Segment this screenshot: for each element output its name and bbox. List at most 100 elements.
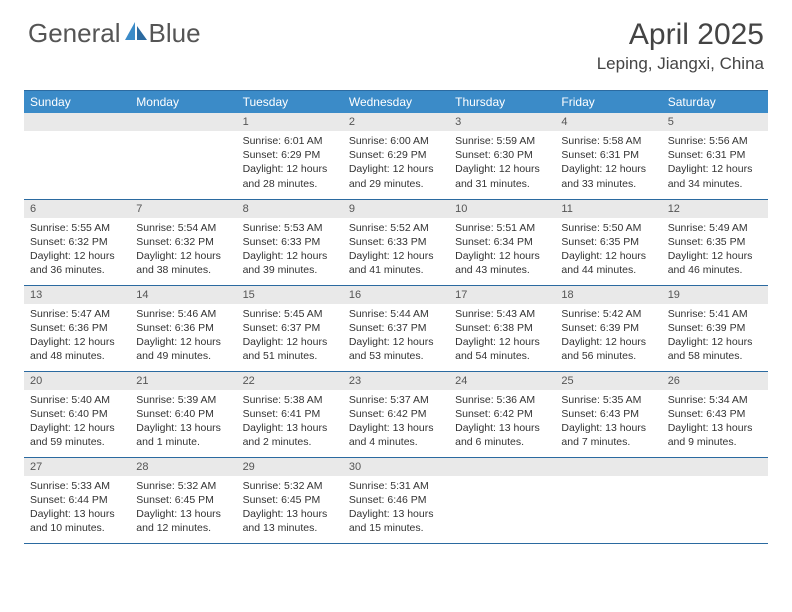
day-details: Sunrise: 5:33 AMSunset: 6:44 PMDaylight:… [24, 476, 130, 540]
weekday-row: SundayMondayTuesdayWednesdayThursdayFrid… [24, 91, 768, 114]
calendar-day-cell: 24Sunrise: 5:36 AMSunset: 6:42 PMDayligh… [449, 371, 555, 457]
day-number: 17 [449, 286, 555, 304]
calendar-day-cell [555, 457, 661, 543]
day-number: 2 [343, 113, 449, 131]
calendar-day-cell: 12Sunrise: 5:49 AMSunset: 6:35 PMDayligh… [662, 199, 768, 285]
day-details: Sunrise: 5:43 AMSunset: 6:38 PMDaylight:… [449, 304, 555, 368]
day-number: 19 [662, 286, 768, 304]
day-details: Sunrise: 5:37 AMSunset: 6:42 PMDaylight:… [343, 390, 449, 454]
day-details: Sunrise: 5:39 AMSunset: 6:40 PMDaylight:… [130, 390, 236, 454]
calendar-table: SundayMondayTuesdayWednesdayThursdayFrid… [24, 90, 768, 544]
weekday-header: Saturday [662, 91, 768, 114]
day-details: Sunrise: 5:51 AMSunset: 6:34 PMDaylight:… [449, 218, 555, 282]
day-number: 27 [24, 458, 130, 476]
day-details: Sunrise: 5:55 AMSunset: 6:32 PMDaylight:… [24, 218, 130, 282]
day-details: Sunrise: 5:56 AMSunset: 6:31 PMDaylight:… [662, 131, 768, 195]
weekday-header: Friday [555, 91, 661, 114]
day-number: 6 [24, 200, 130, 218]
day-details: Sunrise: 6:01 AMSunset: 6:29 PMDaylight:… [237, 131, 343, 195]
day-number: 9 [343, 200, 449, 218]
calendar-day-cell: 30Sunrise: 5:31 AMSunset: 6:46 PMDayligh… [343, 457, 449, 543]
day-number: 1 [237, 113, 343, 131]
calendar-week-row: 27Sunrise: 5:33 AMSunset: 6:44 PMDayligh… [24, 457, 768, 543]
calendar-day-cell [130, 113, 236, 199]
calendar-day-cell: 8Sunrise: 5:53 AMSunset: 6:33 PMDaylight… [237, 199, 343, 285]
day-details: Sunrise: 5:44 AMSunset: 6:37 PMDaylight:… [343, 304, 449, 368]
calendar-day-cell: 21Sunrise: 5:39 AMSunset: 6:40 PMDayligh… [130, 371, 236, 457]
calendar-week-row: 13Sunrise: 5:47 AMSunset: 6:36 PMDayligh… [24, 285, 768, 371]
day-details: Sunrise: 5:45 AMSunset: 6:37 PMDaylight:… [237, 304, 343, 368]
day-details: Sunrise: 5:32 AMSunset: 6:45 PMDaylight:… [130, 476, 236, 540]
day-details: Sunrise: 5:50 AMSunset: 6:35 PMDaylight:… [555, 218, 661, 282]
calendar-day-cell: 13Sunrise: 5:47 AMSunset: 6:36 PMDayligh… [24, 285, 130, 371]
calendar-day-cell [662, 457, 768, 543]
calendar-day-cell: 5Sunrise: 5:56 AMSunset: 6:31 PMDaylight… [662, 113, 768, 199]
day-number: 15 [237, 286, 343, 304]
calendar-day-cell: 11Sunrise: 5:50 AMSunset: 6:35 PMDayligh… [555, 199, 661, 285]
day-details: Sunrise: 5:32 AMSunset: 6:45 PMDaylight:… [237, 476, 343, 540]
day-number: 24 [449, 372, 555, 390]
weekday-header: Thursday [449, 91, 555, 114]
day-number-empty [555, 458, 661, 476]
day-details: Sunrise: 5:36 AMSunset: 6:42 PMDaylight:… [449, 390, 555, 454]
brand-part1: General [28, 18, 121, 49]
day-details: Sunrise: 5:40 AMSunset: 6:40 PMDaylight:… [24, 390, 130, 454]
day-number: 13 [24, 286, 130, 304]
day-details: Sunrise: 5:46 AMSunset: 6:36 PMDaylight:… [130, 304, 236, 368]
day-number: 12 [662, 200, 768, 218]
page-header: General Blue April 2025 Leping, Jiangxi,… [0, 0, 792, 82]
day-number: 16 [343, 286, 449, 304]
brand-sail-icon [123, 18, 149, 49]
day-number-empty [130, 113, 236, 131]
day-number-empty [449, 458, 555, 476]
calendar-day-cell: 27Sunrise: 5:33 AMSunset: 6:44 PMDayligh… [24, 457, 130, 543]
calendar-day-cell: 23Sunrise: 5:37 AMSunset: 6:42 PMDayligh… [343, 371, 449, 457]
day-number: 18 [555, 286, 661, 304]
calendar-body: 1Sunrise: 6:01 AMSunset: 6:29 PMDaylight… [24, 113, 768, 543]
day-number: 11 [555, 200, 661, 218]
calendar-day-cell: 16Sunrise: 5:44 AMSunset: 6:37 PMDayligh… [343, 285, 449, 371]
day-details: Sunrise: 5:31 AMSunset: 6:46 PMDaylight:… [343, 476, 449, 540]
calendar-head: SundayMondayTuesdayWednesdayThursdayFrid… [24, 91, 768, 114]
calendar-day-cell: 19Sunrise: 5:41 AMSunset: 6:39 PMDayligh… [662, 285, 768, 371]
location-label: Leping, Jiangxi, China [597, 54, 764, 74]
calendar-day-cell: 4Sunrise: 5:58 AMSunset: 6:31 PMDaylight… [555, 113, 661, 199]
calendar-week-row: 20Sunrise: 5:40 AMSunset: 6:40 PMDayligh… [24, 371, 768, 457]
calendar-day-cell: 17Sunrise: 5:43 AMSunset: 6:38 PMDayligh… [449, 285, 555, 371]
day-number: 5 [662, 113, 768, 131]
day-number: 28 [130, 458, 236, 476]
calendar-week-row: 6Sunrise: 5:55 AMSunset: 6:32 PMDaylight… [24, 199, 768, 285]
day-number: 14 [130, 286, 236, 304]
day-details: Sunrise: 6:00 AMSunset: 6:29 PMDaylight:… [343, 131, 449, 195]
day-details: Sunrise: 5:41 AMSunset: 6:39 PMDaylight:… [662, 304, 768, 368]
day-details: Sunrise: 5:52 AMSunset: 6:33 PMDaylight:… [343, 218, 449, 282]
day-details: Sunrise: 5:34 AMSunset: 6:43 PMDaylight:… [662, 390, 768, 454]
month-title: April 2025 [597, 18, 764, 52]
calendar-day-cell: 15Sunrise: 5:45 AMSunset: 6:37 PMDayligh… [237, 285, 343, 371]
day-details: Sunrise: 5:53 AMSunset: 6:33 PMDaylight:… [237, 218, 343, 282]
calendar-day-cell: 18Sunrise: 5:42 AMSunset: 6:39 PMDayligh… [555, 285, 661, 371]
day-number: 22 [237, 372, 343, 390]
day-number: 10 [449, 200, 555, 218]
day-details: Sunrise: 5:47 AMSunset: 6:36 PMDaylight:… [24, 304, 130, 368]
brand-part2: Blue [149, 18, 201, 49]
day-details: Sunrise: 5:42 AMSunset: 6:39 PMDaylight:… [555, 304, 661, 368]
day-number: 23 [343, 372, 449, 390]
calendar-day-cell: 2Sunrise: 6:00 AMSunset: 6:29 PMDaylight… [343, 113, 449, 199]
calendar-day-cell: 3Sunrise: 5:59 AMSunset: 6:30 PMDaylight… [449, 113, 555, 199]
calendar-day-cell: 7Sunrise: 5:54 AMSunset: 6:32 PMDaylight… [130, 199, 236, 285]
calendar-day-cell: 20Sunrise: 5:40 AMSunset: 6:40 PMDayligh… [24, 371, 130, 457]
day-details: Sunrise: 5:38 AMSunset: 6:41 PMDaylight:… [237, 390, 343, 454]
day-number: 8 [237, 200, 343, 218]
day-number: 29 [237, 458, 343, 476]
day-number: 7 [130, 200, 236, 218]
calendar-day-cell: 9Sunrise: 5:52 AMSunset: 6:33 PMDaylight… [343, 199, 449, 285]
day-number: 26 [662, 372, 768, 390]
day-number: 3 [449, 113, 555, 131]
calendar-day-cell: 14Sunrise: 5:46 AMSunset: 6:36 PMDayligh… [130, 285, 236, 371]
calendar-day-cell [449, 457, 555, 543]
calendar-week-row: 1Sunrise: 6:01 AMSunset: 6:29 PMDaylight… [24, 113, 768, 199]
calendar-day-cell: 28Sunrise: 5:32 AMSunset: 6:45 PMDayligh… [130, 457, 236, 543]
calendar-day-cell: 22Sunrise: 5:38 AMSunset: 6:41 PMDayligh… [237, 371, 343, 457]
day-details: Sunrise: 5:59 AMSunset: 6:30 PMDaylight:… [449, 131, 555, 195]
